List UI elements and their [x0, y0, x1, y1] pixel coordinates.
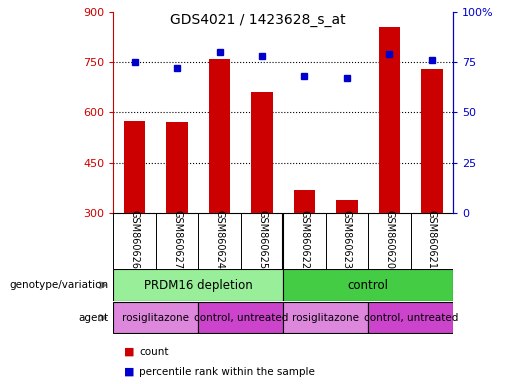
Text: PRDM16 depletion: PRDM16 depletion	[144, 279, 253, 291]
Text: GSM860623: GSM860623	[342, 210, 352, 269]
Text: control, untreated: control, untreated	[364, 313, 458, 323]
Bar	[421, 69, 442, 213]
Bar	[283, 270, 453, 301]
Bar	[283, 302, 368, 333]
Text: genotype/variation: genotype/variation	[9, 280, 108, 290]
Text: count: count	[139, 346, 168, 357]
Text: GSM860627: GSM860627	[172, 210, 182, 270]
Bar	[198, 302, 283, 333]
Text: GSM860620: GSM860620	[385, 210, 394, 269]
Bar	[251, 92, 272, 213]
Text: GSM860621: GSM860621	[427, 210, 437, 269]
Bar	[124, 121, 145, 213]
Bar	[368, 302, 453, 333]
Text: GDS4021 / 1423628_s_at: GDS4021 / 1423628_s_at	[169, 13, 346, 27]
Text: rosiglitazone: rosiglitazone	[292, 313, 359, 323]
Bar	[379, 26, 400, 213]
Bar	[294, 190, 315, 213]
Text: percentile rank within the sample: percentile rank within the sample	[139, 366, 315, 377]
Text: agent: agent	[78, 313, 108, 323]
Text: GSM860625: GSM860625	[257, 210, 267, 270]
Text: ■: ■	[124, 366, 134, 377]
Text: control: control	[348, 279, 389, 291]
Bar	[113, 270, 283, 301]
Text: GSM860626: GSM860626	[130, 210, 140, 269]
Text: GSM860622: GSM860622	[300, 210, 310, 270]
Bar	[113, 302, 198, 333]
Text: rosiglitazone: rosiglitazone	[122, 313, 190, 323]
Bar	[166, 122, 187, 213]
Bar	[336, 200, 357, 213]
Text: ■: ■	[124, 346, 134, 357]
Bar	[209, 58, 230, 213]
Text: control, untreated: control, untreated	[194, 313, 288, 323]
Text: GSM860624: GSM860624	[215, 210, 225, 269]
